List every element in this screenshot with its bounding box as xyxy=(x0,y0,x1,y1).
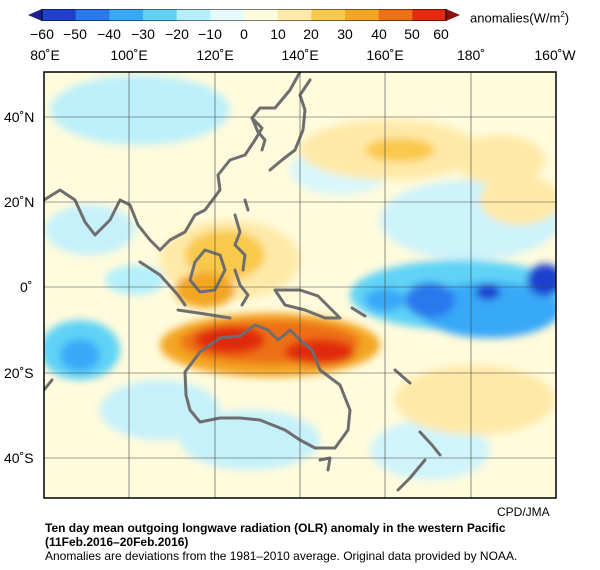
longitude-label: 160˚E xyxy=(366,47,404,63)
caption-note: Anomalies are deviations from the 1981–2… xyxy=(45,549,518,563)
coastline-borneo xyxy=(188,248,227,294)
longitude-label: 80˚E xyxy=(30,47,60,63)
colorbar-tick: −30 xyxy=(131,26,155,42)
colorbar-segment xyxy=(345,9,380,21)
colorbar-tick: 40 xyxy=(371,26,387,42)
coastlines xyxy=(44,72,442,492)
coastline-taiwan xyxy=(243,198,250,212)
coastline-korea xyxy=(250,116,267,152)
anomaly-region xyxy=(365,138,435,162)
latitude-label: 20˚N xyxy=(4,194,35,210)
anomaly-region xyxy=(527,264,556,296)
anomaly-region xyxy=(195,326,265,354)
colorbar-segment xyxy=(277,9,312,21)
colorbar-left-arrow xyxy=(28,9,42,21)
longitude-label: 120˚E xyxy=(196,47,234,63)
caption: Ten day mean outgoing longwave radiation… xyxy=(45,521,517,563)
colorbar-tick: −10 xyxy=(198,26,222,42)
anomaly-region xyxy=(405,282,455,318)
anomaly-region xyxy=(285,339,355,365)
colorbar-tick: 10 xyxy=(270,26,286,42)
colorbar-tick: −50 xyxy=(63,26,87,42)
colorbar-tick: 30 xyxy=(337,26,353,42)
colorbar-segment xyxy=(311,9,346,21)
coastline-new-guinea xyxy=(273,288,342,320)
colorbar-segment xyxy=(75,9,110,21)
colorbar-segment xyxy=(42,9,77,21)
latitude-label: 20˚S xyxy=(4,365,34,381)
colorbar-tick: 60 xyxy=(433,26,449,42)
colorbar-segment xyxy=(109,9,144,21)
caption-period: (11Feb.2016–20Feb.2016) xyxy=(45,535,189,549)
colorbar-segment xyxy=(210,9,245,21)
anomaly-region xyxy=(185,230,265,280)
anomaly-region xyxy=(476,284,500,300)
colorbar-segment xyxy=(143,9,178,21)
coastline-new-caledonia xyxy=(393,368,412,385)
anomaly-region xyxy=(480,175,556,225)
longitude-label: 180˚ xyxy=(456,47,486,63)
coastline-australia xyxy=(183,323,352,450)
coastline-sulawesi xyxy=(233,268,250,307)
anomaly-region xyxy=(455,135,545,185)
credit-label: CPD/JMA xyxy=(497,505,550,519)
anomaly-region xyxy=(100,380,220,440)
colorbar-segment xyxy=(244,9,279,21)
colorbar-segment xyxy=(176,9,211,21)
colorbar-tick: 20 xyxy=(303,26,319,42)
longitude-label: 140˚E xyxy=(281,47,319,63)
anomaly-region xyxy=(105,265,165,295)
longitude-label: 160˚W xyxy=(534,47,576,63)
colorbar-units: anomalies(W/m2) xyxy=(470,10,570,26)
colorbar-tick: 0 xyxy=(240,26,248,42)
anomaly-region xyxy=(60,339,100,371)
coastline-philippines xyxy=(233,213,247,272)
colorbar-tick: −20 xyxy=(165,26,189,42)
map-frame xyxy=(43,71,557,499)
coastline-sumatra xyxy=(138,260,187,307)
anomaly-region xyxy=(395,365,555,435)
colorbar-tick: −40 xyxy=(97,26,121,42)
coastline-new-zealand xyxy=(396,430,442,492)
colorbar-tick: −60 xyxy=(30,26,54,42)
anomaly-region xyxy=(370,420,490,480)
colorbar-tick: 50 xyxy=(404,26,420,42)
gridlines xyxy=(44,72,556,498)
coastline-solomon xyxy=(350,306,367,318)
anomaly-region xyxy=(50,75,230,145)
coastline-madagascar-edge xyxy=(44,378,54,392)
colorbar xyxy=(28,9,460,21)
latitude-label: 0˚ xyxy=(20,279,33,295)
colorbar-segment xyxy=(412,9,447,21)
latitude-label: 40˚N xyxy=(4,109,35,125)
caption-title: Ten day mean outgoing longwave radiation… xyxy=(45,521,506,535)
latitude-label: 40˚S xyxy=(4,450,34,466)
colorbar-right-arrow xyxy=(446,9,460,21)
coastline-java xyxy=(176,308,232,320)
longitude-label: 100˚E xyxy=(110,47,148,63)
colorbar-segment xyxy=(378,9,413,21)
